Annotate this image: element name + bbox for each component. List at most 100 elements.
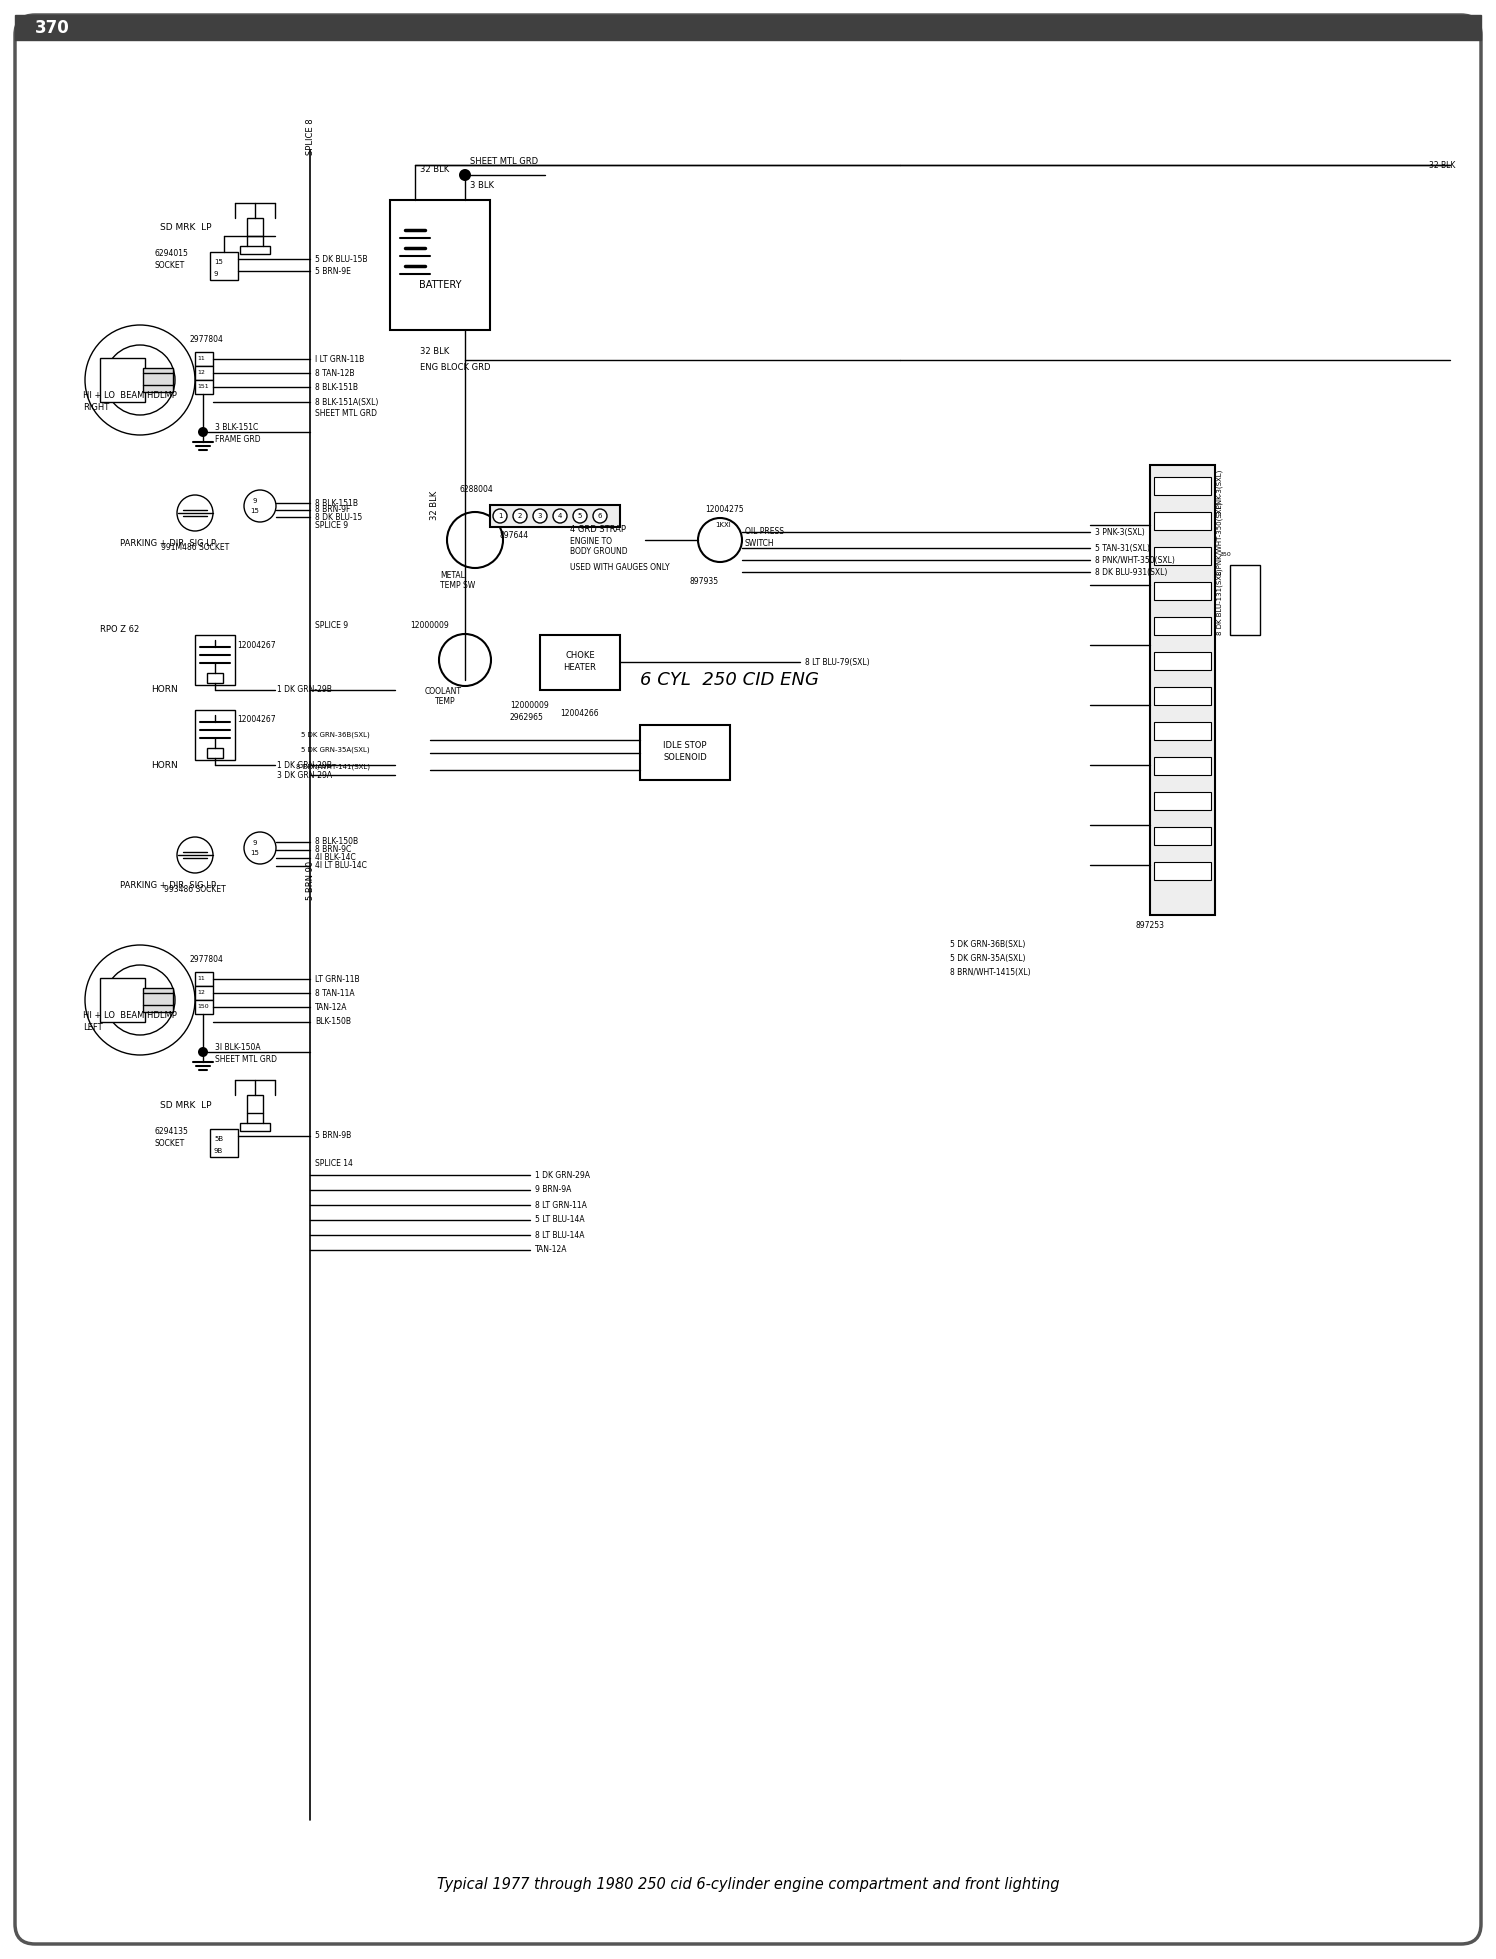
Text: 4I BLK-14C: 4I BLK-14C xyxy=(316,854,356,862)
Text: HI + LO  BEAM HDLMP: HI + LO BEAM HDLMP xyxy=(82,390,177,400)
Text: 151: 151 xyxy=(197,384,208,390)
Bar xyxy=(1153,862,1210,880)
Text: TEMP SW: TEMP SW xyxy=(440,580,476,590)
Text: 1KXI: 1KXI xyxy=(715,521,730,529)
Text: 8 DK BLU-931(SXL): 8 DK BLU-931(SXL) xyxy=(1095,568,1167,576)
Circle shape xyxy=(244,490,275,521)
Text: HORN: HORN xyxy=(151,760,178,770)
Text: 1 DK GRN-29A: 1 DK GRN-29A xyxy=(536,1170,589,1179)
Bar xyxy=(1153,582,1210,599)
Text: COOLANT: COOLANT xyxy=(425,688,462,697)
Text: 9: 9 xyxy=(253,840,257,846)
Bar xyxy=(194,972,212,985)
Text: 2977804: 2977804 xyxy=(190,956,224,964)
Circle shape xyxy=(459,168,471,180)
Bar xyxy=(194,985,212,999)
Text: RIGHT: RIGHT xyxy=(82,404,109,413)
Text: 15: 15 xyxy=(214,259,223,264)
Bar xyxy=(194,999,212,1015)
Text: 8 TAN-11A: 8 TAN-11A xyxy=(316,989,355,997)
Circle shape xyxy=(177,836,212,874)
Text: 3 BLK-151C: 3 BLK-151C xyxy=(215,423,259,433)
Text: LEFT: LEFT xyxy=(82,1023,103,1032)
Bar xyxy=(1153,652,1210,670)
Text: 350: 350 xyxy=(1221,552,1231,558)
Circle shape xyxy=(85,944,194,1056)
Bar xyxy=(1153,791,1210,809)
Text: 3 PNK-3(SXL): 3 PNK-3(SXL) xyxy=(1216,470,1224,515)
Text: 12004266: 12004266 xyxy=(560,709,598,717)
Text: SPLICE 9: SPLICE 9 xyxy=(316,521,349,531)
Text: 993486 SOCKET: 993486 SOCKET xyxy=(165,885,226,895)
Bar xyxy=(390,200,491,329)
Text: 5 LT BLU-14A: 5 LT BLU-14A xyxy=(536,1215,585,1224)
Circle shape xyxy=(573,509,586,523)
Text: 5 BRN-9B: 5 BRN-9B xyxy=(316,1132,352,1140)
Text: 4 GRD STRAP: 4 GRD STRAP xyxy=(570,525,625,535)
Text: HI + LO  BEAM HDLMP: HI + LO BEAM HDLMP xyxy=(82,1011,177,1019)
Text: 8 PNK/WHT-350(SXL): 8 PNK/WHT-350(SXL) xyxy=(1095,556,1174,564)
Circle shape xyxy=(85,325,194,435)
Bar xyxy=(491,505,619,527)
Text: 4I LT BLU-14C: 4I LT BLU-14C xyxy=(316,862,367,870)
Bar xyxy=(194,635,235,686)
Text: SD MRK  LP: SD MRK LP xyxy=(160,223,211,233)
Text: OIL PRESS: OIL PRESS xyxy=(745,527,784,537)
Text: 6288004: 6288004 xyxy=(459,486,494,494)
Text: 32 BLK: 32 BLK xyxy=(420,165,449,174)
Text: 15: 15 xyxy=(250,850,259,856)
Text: 8 BRN-9C: 8 BRN-9C xyxy=(316,846,352,854)
Text: 897253: 897253 xyxy=(1135,921,1164,929)
Text: 5 DK GRN-35A(SXL): 5 DK GRN-35A(SXL) xyxy=(301,746,370,754)
Text: 150: 150 xyxy=(197,1005,208,1009)
Text: 9: 9 xyxy=(214,270,218,276)
Text: 5 DK GRN-35A(SXL): 5 DK GRN-35A(SXL) xyxy=(950,954,1025,964)
Text: SWITCH: SWITCH xyxy=(745,539,775,549)
Text: LT GRN-11B: LT GRN-11B xyxy=(316,974,359,983)
Text: 5B: 5B xyxy=(214,1136,223,1142)
Circle shape xyxy=(447,511,503,568)
Bar xyxy=(247,1095,263,1113)
Text: 5 BRN 90: 5 BRN 90 xyxy=(307,860,316,899)
Text: 5 DK GRN-36B(SXL): 5 DK GRN-36B(SXL) xyxy=(301,733,370,739)
Text: 32 BLK: 32 BLK xyxy=(1429,161,1456,170)
Bar xyxy=(206,674,223,684)
Text: SHEET MTL GRD: SHEET MTL GRD xyxy=(215,1056,277,1064)
Text: CHOKE: CHOKE xyxy=(565,650,595,660)
Text: ENG BLOCK GRD: ENG BLOCK GRD xyxy=(420,364,491,372)
Text: 8 LT GRN-11A: 8 LT GRN-11A xyxy=(536,1201,586,1209)
Text: SHEET MTL GRD: SHEET MTL GRD xyxy=(316,409,377,419)
Circle shape xyxy=(513,509,527,523)
Text: 6294015: 6294015 xyxy=(156,249,188,259)
Text: 12000009: 12000009 xyxy=(510,701,549,709)
Text: 8 TAN-12B: 8 TAN-12B xyxy=(316,368,355,378)
Text: 8 BLK-150B: 8 BLK-150B xyxy=(316,838,358,846)
Text: 8 BRN/WHT-1415(XL): 8 BRN/WHT-1415(XL) xyxy=(950,968,1031,978)
Circle shape xyxy=(197,427,208,437)
Text: SHEET MTL GRD: SHEET MTL GRD xyxy=(470,157,539,167)
Text: 8 PNK/WHT-350(SXL): 8 PNK/WHT-350(SXL) xyxy=(1216,502,1224,576)
Text: 12004275: 12004275 xyxy=(705,505,744,515)
Bar xyxy=(194,353,212,366)
Text: 3: 3 xyxy=(537,513,542,519)
Text: 5 TAN-31(SXL): 5 TAN-31(SXL) xyxy=(1095,543,1150,552)
Text: 12: 12 xyxy=(197,991,205,995)
Circle shape xyxy=(533,509,548,523)
Bar xyxy=(194,380,212,394)
Bar xyxy=(1150,464,1215,915)
Text: 1 DK GRN-29B: 1 DK GRN-29B xyxy=(277,760,332,770)
Circle shape xyxy=(197,1046,208,1058)
Text: 32 BLK: 32 BLK xyxy=(420,347,449,357)
Bar xyxy=(194,709,235,760)
Text: 897644: 897644 xyxy=(500,531,530,539)
Text: 4: 4 xyxy=(558,513,562,519)
Bar xyxy=(100,978,145,1023)
FancyBboxPatch shape xyxy=(15,16,1481,1943)
Text: RPO Z 62: RPO Z 62 xyxy=(100,625,139,635)
Bar xyxy=(640,725,730,780)
Text: 12004267: 12004267 xyxy=(236,641,275,650)
Text: FRAME GRD: FRAME GRD xyxy=(215,435,260,445)
Text: HEATER: HEATER xyxy=(564,664,597,672)
Circle shape xyxy=(438,635,491,686)
Circle shape xyxy=(554,509,567,523)
